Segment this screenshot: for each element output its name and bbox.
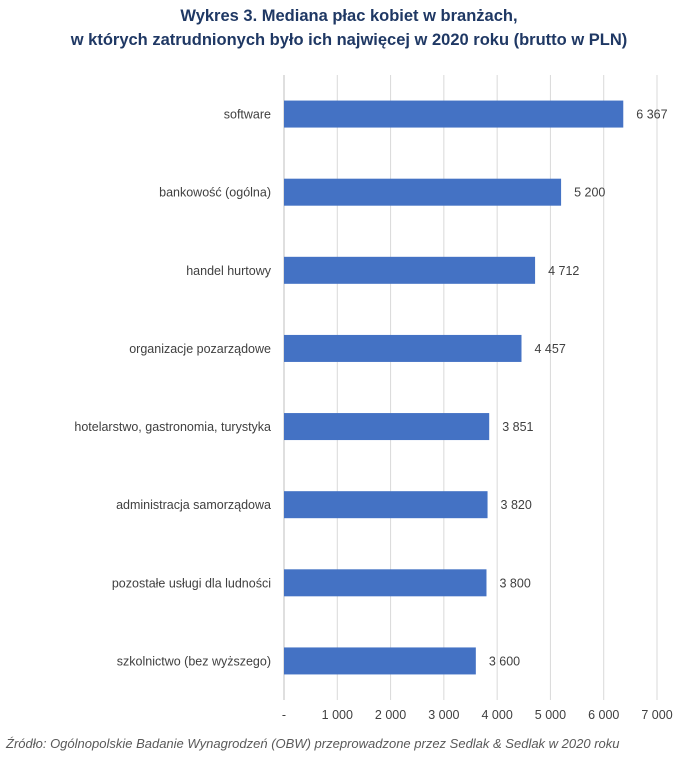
data-label: 5 200	[574, 186, 605, 200]
bar	[284, 569, 487, 597]
category-label: administracja samorządowa	[116, 498, 271, 512]
x-tick-label: -	[282, 708, 286, 722]
x-tick-label: 2 000	[375, 708, 406, 722]
category-label: szkolnictwo (bez wyższego)	[117, 654, 271, 668]
bar	[284, 491, 488, 519]
bar-chart: - 1 000 2 000 3 000 4 000 5 000 6 000 7 000 soft…	[74, 75, 673, 722]
data-label: 6 367	[636, 108, 667, 122]
data-label: 3 820	[501, 498, 532, 512]
category-label: software	[224, 108, 271, 122]
bar	[284, 178, 562, 206]
data-label: 3 851	[502, 420, 533, 434]
chart-title-line-2: w których zatrudnionych było ich najwięc…	[70, 31, 628, 49]
category-label: organizacje pozarządowe	[129, 342, 271, 356]
source-note: Źródło: Ogólnopolskie Badanie Wynagrodze…	[6, 736, 620, 751]
gridlines	[283, 75, 658, 700]
category-label: handel hurtowy	[186, 264, 272, 278]
x-tick-label: 3 000	[428, 708, 459, 722]
data-label: 4 457	[534, 342, 565, 356]
x-tick-label: 7 000	[641, 708, 672, 722]
chart-title: Wykres 3. Mediana płac kobiet w branżach…	[0, 4, 698, 52]
bar	[284, 413, 490, 441]
chart-title-line-1: Wykres 3. Mediana płac kobiet w branżach…	[180, 7, 518, 25]
x-tick-label: 5 000	[535, 708, 566, 722]
bars	[284, 100, 624, 675]
bar	[284, 334, 522, 362]
category-label: bankowość (ogólna)	[159, 186, 271, 200]
category-label: hotelarstwo, gastronomia, turystyka	[74, 420, 271, 434]
x-tick-label: 4 000	[482, 708, 513, 722]
category-label: pozostałe usługi dla ludności	[112, 576, 271, 590]
x-tick-label: 1 000	[322, 708, 353, 722]
labels: - 1 000 2 000 3 000 4 000 5 000 6 000 7 000 soft…	[74, 108, 672, 722]
data-label: 4 712	[548, 264, 579, 278]
bar	[284, 100, 624, 128]
bar	[284, 647, 476, 675]
bar	[284, 256, 536, 284]
data-label: 3 800	[499, 576, 530, 590]
x-tick-label: 6 000	[588, 708, 619, 722]
data-label: 3 600	[489, 654, 520, 668]
